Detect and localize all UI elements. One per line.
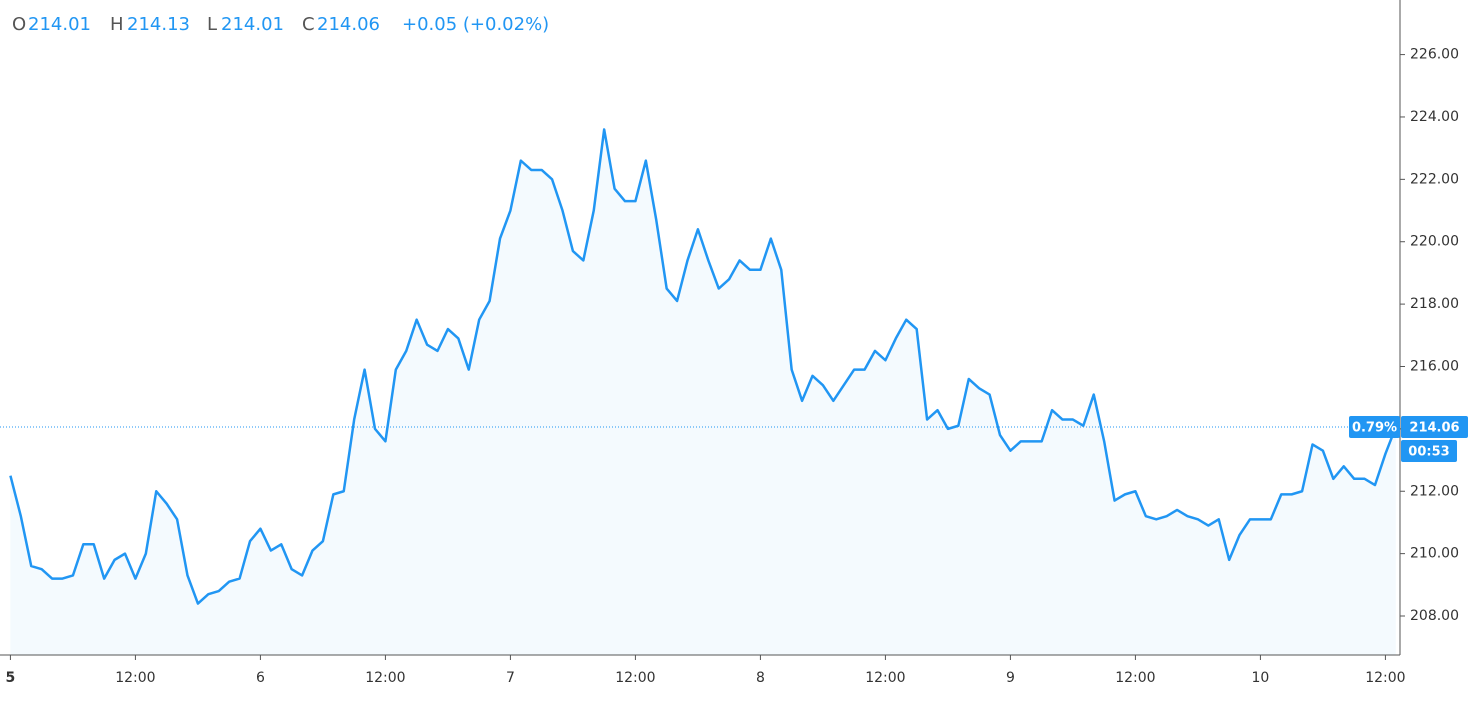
ohlc-value: 214.01 <box>28 14 91 35</box>
x-tick-label: 8 <box>756 670 765 686</box>
y-tick-label: 216.00 <box>1410 358 1459 374</box>
y-tick-label: 222.00 <box>1410 171 1459 187</box>
y-tick-label: 208.00 <box>1410 608 1459 624</box>
change: +0.05 (+0.02%) <box>402 14 549 35</box>
ohlc-value: 214.13 <box>127 14 190 35</box>
area <box>10 129 1396 655</box>
y-tick-label: 226.00 <box>1410 47 1459 63</box>
y-tick-label: 220.00 <box>1410 234 1459 250</box>
x-tick-label: 7 <box>506 670 515 686</box>
y-tick-label: 218.00 <box>1410 296 1459 312</box>
change-tag: 0.79% <box>1352 420 1397 435</box>
ohlc-name: H <box>110 14 124 35</box>
x-tick-label: 6 <box>256 670 265 686</box>
x-tick-label: 12:00 <box>115 670 155 686</box>
ohlc-name: L <box>207 14 217 35</box>
x-tick-label: 5 <box>6 670 16 686</box>
x-tick-label: 12:00 <box>865 670 905 686</box>
ohlc-name: C <box>302 14 315 35</box>
x-tick-label: 12:00 <box>615 670 655 686</box>
plot <box>0 128 1400 655</box>
ohlc-value: 214.06 <box>317 14 380 35</box>
price-tags: 0.79% 214.06 00:53 <box>1349 415 1468 462</box>
price-tag: 214.06 <box>1409 420 1459 435</box>
x-tick-label: 12:00 <box>1115 670 1155 686</box>
price-tag-bg <box>1401 415 1468 438</box>
y-tick-label: 210.00 <box>1410 546 1459 562</box>
ohlc-name: O <box>12 14 26 35</box>
y-tick-label: 212.00 <box>1410 483 1459 499</box>
y-tick-label: 224.00 <box>1410 109 1459 125</box>
countdown: 00:53 <box>1408 444 1449 459</box>
countdown-bg <box>1401 439 1457 462</box>
x-tick-label: 12:00 <box>365 670 405 686</box>
x-tick-label: 9 <box>1006 670 1015 686</box>
price-line <box>9 128 1397 605</box>
x-tick-label: 10 <box>1252 670 1270 686</box>
x-tick-label: 12:00 <box>1365 670 1405 686</box>
change-tag-bg <box>1349 415 1400 438</box>
header: O 214.01 H 214.13 L 214.01 C 214.06 +0.05 (+0.02… <box>12 14 549 35</box>
ohlc-value: 214.01 <box>221 14 284 35</box>
